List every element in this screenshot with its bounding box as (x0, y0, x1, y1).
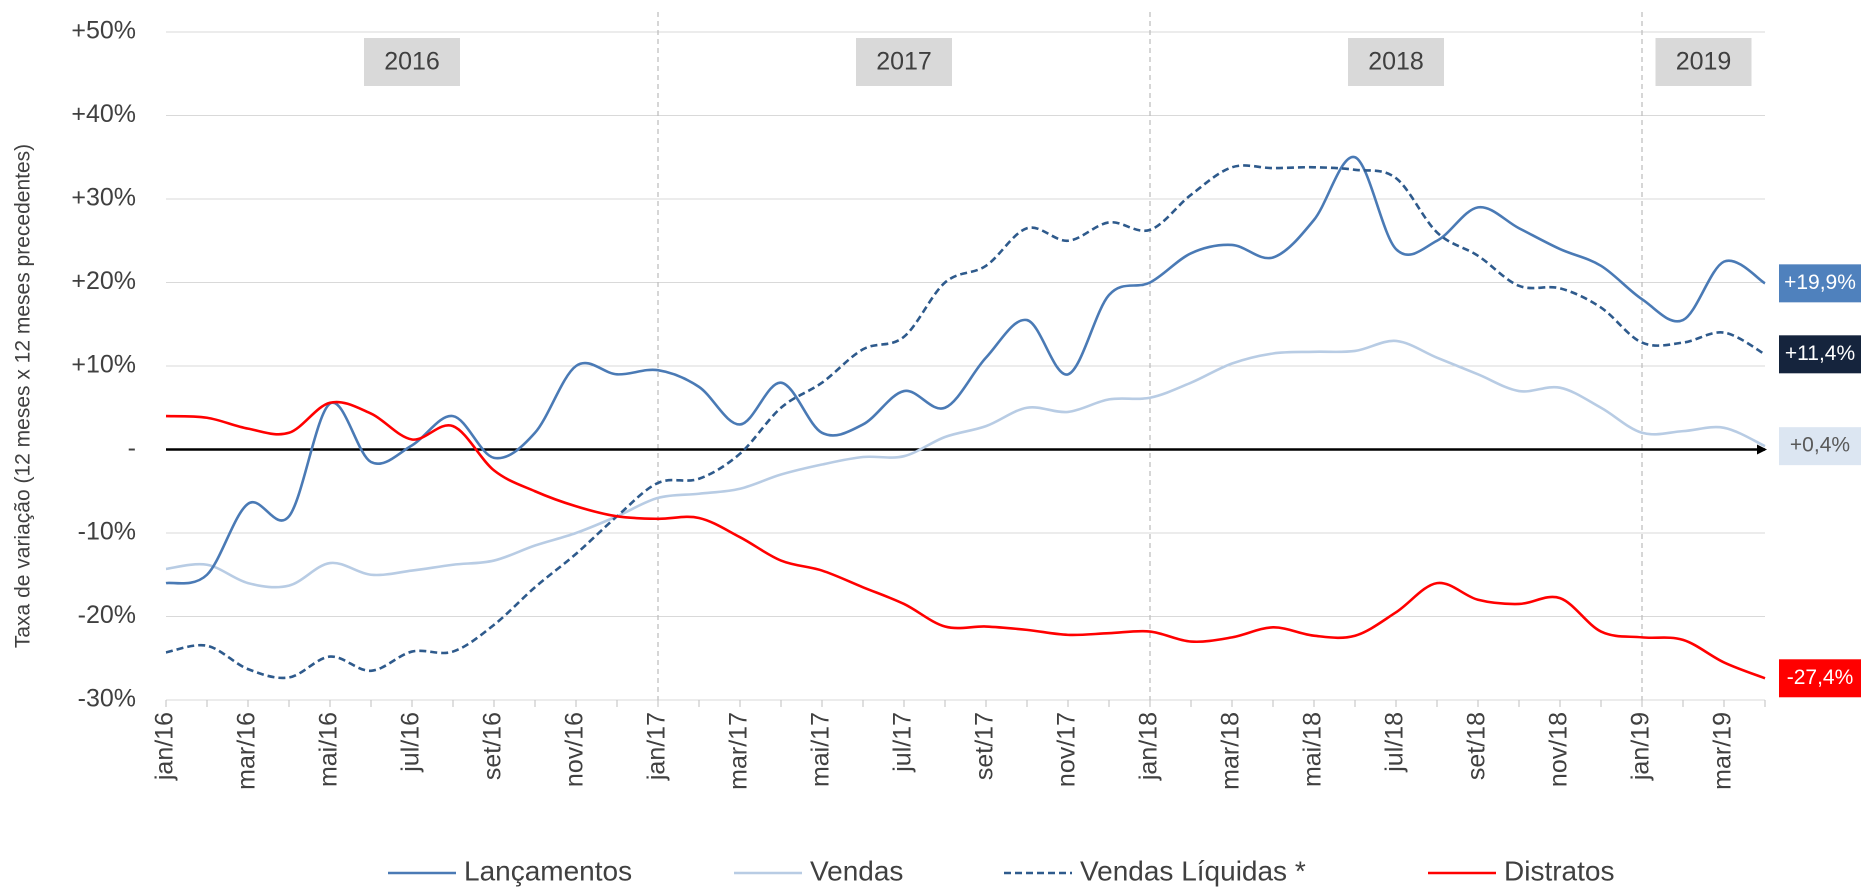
y-tick-label: -20% (78, 601, 136, 629)
y-tick-label: +40% (71, 100, 136, 128)
legend-label: Lançamentos (464, 855, 632, 886)
x-tick-label: mai/16 (315, 712, 343, 787)
legend-label: Vendas (810, 855, 903, 886)
series-line (165, 339, 1766, 589)
x-tick-label: set/18 (1463, 712, 1491, 780)
end-label: +0,4% (1779, 427, 1861, 466)
x-tick-label: set/16 (479, 712, 507, 780)
y-tick-label: +20% (71, 267, 136, 295)
series-line (165, 400, 1766, 680)
series-line (165, 164, 1766, 680)
end-label-text: +11,4% (1785, 342, 1855, 365)
x-tick-label: mar/17 (725, 712, 753, 790)
y-tick-label: -30% (78, 685, 136, 713)
legend-label: Vendas Líquidas * (1080, 855, 1306, 886)
x-tick-label: jan/16 (151, 712, 179, 781)
end-label-text: -27,4% (1787, 666, 1854, 689)
year-box (364, 38, 460, 86)
end-label-box (1779, 264, 1861, 303)
end-label-box (1779, 335, 1861, 374)
series-line (165, 155, 1766, 585)
y-tick-label: +30% (71, 184, 136, 212)
x-tick-label: mar/18 (1217, 712, 1245, 790)
end-label: +19,9% (1779, 264, 1861, 303)
end-label-box (1779, 427, 1861, 466)
y-tick-label: +10% (71, 351, 136, 379)
x-tick-label: mar/19 (1709, 712, 1737, 790)
x-tick-label: mai/18 (1299, 712, 1327, 787)
end-label-box (1779, 659, 1861, 698)
x-tick-label: nov/18 (1545, 712, 1573, 787)
year-box (856, 38, 952, 86)
y-tick-label: -10% (78, 518, 136, 546)
year-label: 2019 (1676, 48, 1732, 76)
year-label: 2018 (1368, 48, 1424, 76)
x-tick-label: mai/17 (807, 712, 835, 787)
end-label-text: +19,9% (1784, 271, 1856, 294)
y-tick-label: +50% (71, 17, 136, 45)
x-tick-label: jul/17 (889, 712, 917, 773)
year-box (1348, 38, 1444, 86)
x-tick-label: jan/17 (643, 712, 671, 781)
end-label: -27,4% (1779, 659, 1861, 698)
y-axis-label: Taxa de variação (12 meses x 12 meses pr… (12, 144, 35, 648)
y-tick-label: - (128, 434, 136, 462)
x-tick-label: jul/16 (397, 712, 425, 773)
year-label: 2016 (384, 48, 440, 76)
legend-label: Distratos (1504, 855, 1614, 886)
year-label: 2017 (876, 48, 932, 76)
x-tick-label: jul/18 (1381, 712, 1409, 773)
x-tick-label: nov/16 (561, 712, 589, 787)
x-tick-label: jan/19 (1627, 712, 1655, 781)
x-tick-label: set/17 (971, 712, 999, 780)
x-tick-label: nov/17 (1053, 712, 1081, 787)
end-label-text: +0,4% (1790, 434, 1850, 457)
x-tick-label: jan/18 (1135, 712, 1163, 781)
x-tick-label: mar/16 (233, 712, 261, 790)
end-label: +11,4% (1779, 335, 1861, 374)
year-box (1655, 38, 1752, 86)
